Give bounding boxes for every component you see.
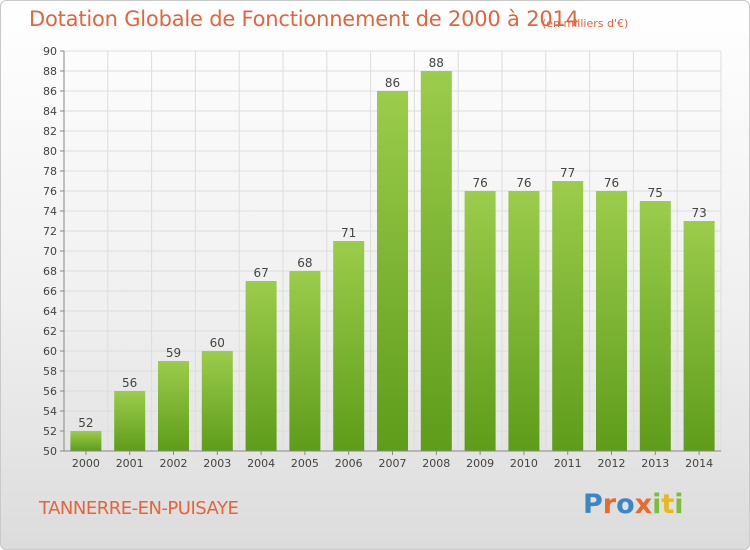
bar [158,361,189,451]
x-tick-label: 2006 [335,457,363,470]
x-tick-label: 2011 [554,457,582,470]
y-tick-label: 58 [43,365,57,378]
data-label: 88 [429,56,444,70]
bar [70,431,102,451]
x-tick-label: 2005 [291,457,319,470]
y-tick-label: 60 [43,345,57,358]
logo-letter: P [583,489,603,520]
chart-title: Dotation Globale de Fonctionnement de 20… [29,7,579,31]
x-tick-label: 2007 [379,457,407,470]
bar [464,191,496,451]
logo-letter: t [661,489,675,520]
x-tick-label: 2001 [116,457,144,470]
logo-letter: r [602,489,617,520]
logo-letter: x [634,489,653,520]
data-label: 76 [472,176,487,190]
logo-letter: o [616,489,635,520]
bar [289,271,321,451]
y-tick-label: 88 [43,65,57,78]
x-tick-label: 2010 [510,457,538,470]
data-label: 77 [560,166,575,180]
y-tick-label: 50 [43,445,57,458]
x-tick-label: 2002 [160,457,188,470]
y-tick-label: 72 [43,225,57,238]
y-tick-label: 84 [43,105,57,118]
y-tick-label: 64 [43,305,57,318]
y-tick-label: 76 [43,185,57,198]
y-tick-label: 68 [43,265,57,278]
bar [420,71,452,451]
bar [114,391,146,451]
data-label: 68 [297,256,312,270]
y-tick-label: 80 [43,145,57,158]
y-tick-label: 74 [43,205,57,218]
bar [683,221,715,451]
bar [201,351,233,451]
x-tick-label: 2008 [422,457,450,470]
y-tick-label: 82 [43,125,57,138]
data-label: 60 [210,336,225,350]
y-tick-label: 70 [43,245,57,258]
x-tick-label: 2013 [641,457,669,470]
y-tick-label: 86 [43,85,57,98]
bar [377,91,408,451]
data-labels: 52 56 59 60 67 68 71 86 88 76 76 77 76 75 73 [78,56,706,430]
data-label: 76 [516,176,531,190]
proxiti-logo[interactable]: Proxiti [583,489,684,520]
bar [245,281,277,451]
bar [333,241,365,451]
data-label: 67 [253,266,268,280]
data-label: 76 [604,176,619,190]
y-tick-label: 54 [43,405,57,418]
y-tick-label: 78 [43,165,57,178]
data-label: 56 [122,376,137,390]
data-label: 71 [341,226,356,240]
x-tick-label: 2014 [685,457,713,470]
data-label: 75 [648,186,663,200]
logo-letter: i [674,489,684,520]
y-tick-label: 66 [43,285,57,298]
data-label: 59 [166,346,181,360]
bar [639,201,671,451]
x-tick-label: 2012 [598,457,626,470]
bar [596,191,627,451]
y-tick-label: 90 [43,45,57,58]
axes: 50 52 54 56 58 60 62 64 66 68 70 72 74 76 78 80 82 84 86 88… [43,45,721,470]
y-tick-label: 52 [43,425,57,438]
x-tick-label: 2003 [203,457,231,470]
data-label: 73 [691,206,706,220]
x-tick-label: 2004 [247,457,275,470]
x-tick-label: 2000 [72,457,100,470]
chart-units: (en milliers d'€) [542,17,629,30]
y-tick-label: 62 [43,325,57,338]
data-label: 52 [78,416,93,430]
data-label: 86 [385,76,400,90]
y-tick-label: 56 [43,385,57,398]
x-tick-label: 2009 [466,457,494,470]
bar [552,181,584,451]
commune-name: TANNERRE-EN-PUISAYE [39,498,239,519]
bar [508,191,540,451]
bars [70,71,715,451]
logo-letter: i [652,489,662,520]
